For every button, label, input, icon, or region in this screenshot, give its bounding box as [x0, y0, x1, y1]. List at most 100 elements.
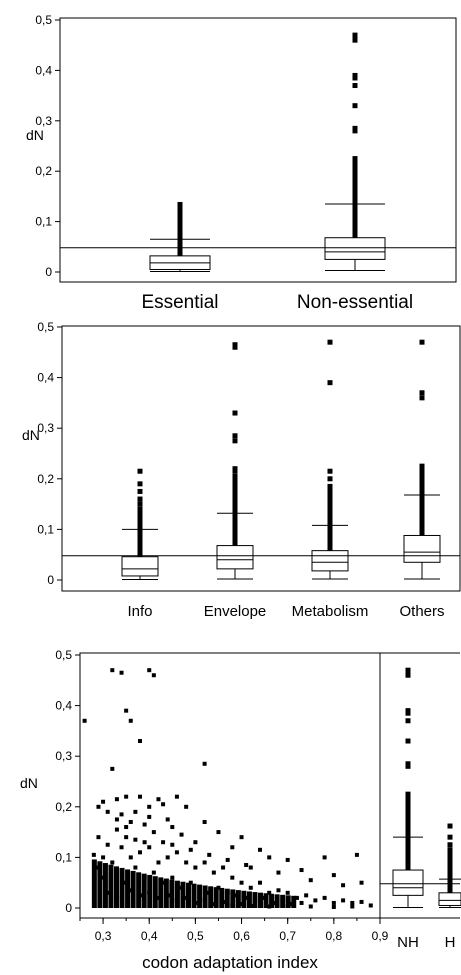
box-outlier: [352, 188, 358, 194]
box-outlier: [137, 516, 143, 522]
box-non-essential: [324, 32, 386, 271]
box-outlier: [419, 395, 425, 401]
scatter-point: [368, 903, 373, 908]
scatter-point: [96, 835, 101, 840]
scatter-dense-band: [158, 877, 164, 908]
panel1-categories: Essential Non-essential: [141, 292, 413, 313]
scatter-point: [91, 852, 96, 857]
scatter-point: [110, 860, 115, 865]
box-outlier: [327, 517, 333, 523]
scatter-point: [299, 900, 304, 905]
box-outlier: [447, 856, 453, 862]
box-outlier: [137, 501, 143, 507]
y-tick-label: 0,4: [35, 63, 52, 77]
scatter-point: [133, 837, 138, 842]
scatter-point: [285, 890, 290, 895]
scatter-dense-band: [91, 859, 97, 908]
scatter-point: [202, 860, 207, 865]
box-outlier: [352, 176, 358, 182]
y-tick-label: 0,5: [55, 648, 72, 662]
scatter-point: [267, 855, 272, 860]
scatter-point: [308, 904, 313, 909]
box-outlier: [447, 866, 453, 872]
scatter-point: [165, 817, 170, 822]
scatter-dense-band: [280, 894, 286, 908]
box-outlier: [419, 390, 425, 396]
scatter-point: [110, 668, 115, 673]
box-outlier: [405, 791, 411, 797]
box-envelope: [216, 342, 254, 580]
box-outlier: [352, 83, 358, 89]
scatter-dense-band: [180, 881, 186, 908]
category-label: Essential: [141, 292, 218, 313]
box-outlier: [232, 410, 238, 416]
x-tick-label: 0,5: [187, 929, 204, 943]
scatter-point: [331, 904, 336, 909]
y-tick-label: 0,1: [55, 850, 72, 864]
panel2-y-axis: 0 0,1 0,2 0,3 0,4 0,5: [37, 320, 62, 587]
box-outlier: [405, 801, 411, 807]
box-outlier: [405, 809, 411, 815]
scatter-point: [221, 865, 226, 870]
box-dense-points: [447, 879, 453, 893]
x-tick-label: 0,6: [233, 929, 250, 943]
y-tick-label: 0: [45, 265, 52, 279]
box-outlier: [352, 103, 358, 109]
scatter-point: [188, 880, 193, 885]
scatter-point: [170, 825, 175, 830]
x-tick-label: 0,4: [141, 929, 158, 943]
box-outlier: [137, 509, 143, 515]
scatter-point: [359, 880, 364, 885]
box-outlier: [405, 811, 411, 817]
scatter-dense-band: [235, 890, 241, 908]
y-tick-label: 0,4: [37, 371, 54, 385]
box-outlier: [232, 468, 238, 474]
scatter-point: [341, 883, 346, 888]
box-outlier: [232, 344, 238, 350]
scatter-point: [138, 794, 142, 799]
box-outlier: [327, 495, 333, 501]
scatter-point: [350, 904, 355, 909]
scatter-point: [119, 812, 124, 817]
scatter-point: [156, 860, 161, 865]
box-outlier: [177, 220, 183, 226]
scatter-point: [285, 857, 290, 862]
scatter-point: [142, 822, 147, 827]
box-outlier: [327, 487, 333, 493]
scatter-dense-band: [97, 861, 103, 908]
scatter-point: [124, 708, 129, 713]
box-outlier: [327, 497, 333, 503]
scatter-point: [184, 860, 189, 865]
panel3-hgt-categories: NH H: [397, 934, 455, 951]
scatter-point: [304, 893, 309, 898]
panel-codon-adaptation: 0 0,1 0,2 0,3 0,4 0,5 0,3 0,4 0,5 0,6 0,7 0,8 0,9 d…: [20, 648, 461, 972]
scatter-point: [299, 868, 304, 873]
scatter-point: [239, 835, 244, 840]
scatter-point: [230, 875, 235, 880]
box-outlier: [419, 480, 425, 486]
panel-functional-classes: 0 0,1 0,2 0,3 0,4 0,5 dN Info Envelope Metaboli…: [22, 320, 461, 620]
y-tick-label: 0,3: [35, 114, 52, 128]
box-outlier: [447, 874, 453, 880]
scatter-point: [322, 895, 327, 900]
box-nh: [392, 667, 424, 908]
box-outlier: [137, 521, 143, 527]
scatter-point: [341, 898, 346, 903]
panel2-y-label: dN: [22, 427, 40, 443]
box-outlier: [177, 214, 183, 220]
category-label: H: [445, 934, 456, 951]
box-dense-points: [352, 203, 358, 238]
scatter-point: [350, 900, 355, 905]
box-iqr: [121, 556, 159, 577]
panel2-boxes: [121, 339, 441, 580]
scatter-point: [124, 794, 129, 799]
x-tick-label: 0,7: [279, 929, 296, 943]
box-outlier: [232, 490, 238, 496]
box-outlier: [352, 163, 358, 169]
box-outlier: [419, 475, 425, 481]
box-dense-points: [327, 525, 333, 551]
box-outlier: [352, 178, 358, 184]
box-outlier: [232, 480, 238, 486]
box-outlier: [327, 515, 333, 521]
